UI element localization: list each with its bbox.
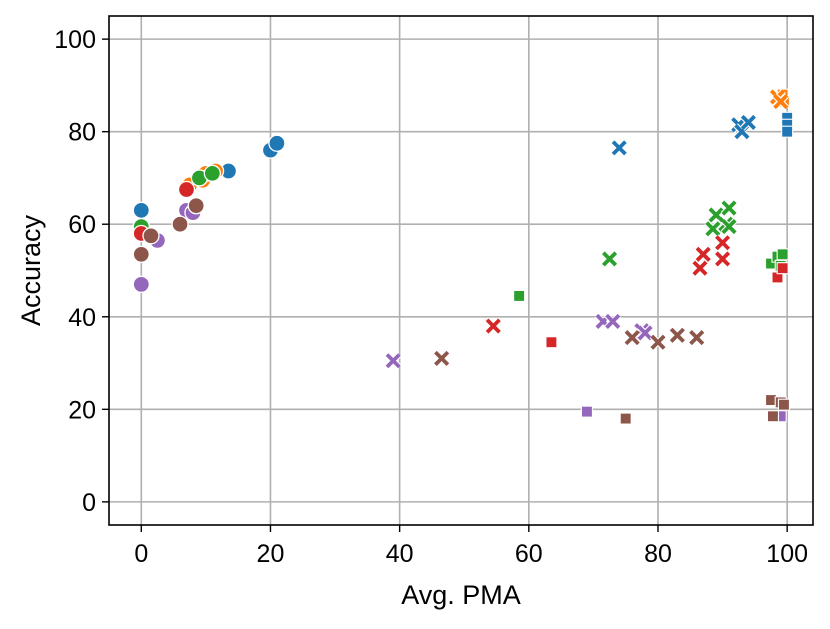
brown-x-point bbox=[688, 329, 706, 346]
brown-circle-point bbox=[171, 215, 189, 233]
purple-x-point bbox=[636, 324, 654, 342]
y-axis-label: Accuracy bbox=[16, 214, 46, 326]
y-tick-label: 60 bbox=[68, 211, 96, 239]
x-tick-label: 80 bbox=[644, 540, 672, 568]
green-square-point bbox=[776, 248, 789, 261]
green-circle-point bbox=[203, 164, 221, 182]
x-tick-label: 100 bbox=[766, 540, 808, 568]
blue-x-point bbox=[610, 139, 628, 157]
brown-square-point bbox=[619, 412, 632, 425]
purple-x-point bbox=[384, 352, 402, 370]
grid-lines bbox=[109, 16, 813, 525]
brown-x-point bbox=[669, 326, 686, 344]
green-x-point bbox=[601, 250, 618, 268]
brown-circle-point bbox=[142, 227, 160, 245]
blue-circle-point bbox=[268, 134, 286, 152]
red-x-point bbox=[714, 234, 731, 252]
x-tick-label: 20 bbox=[257, 540, 285, 568]
purple-square-point bbox=[580, 405, 593, 418]
y-tick-label: 20 bbox=[68, 396, 96, 424]
y-tick-label: 0 bbox=[82, 489, 96, 517]
axis-ticks: 0 20 40 60 80 100 0 20 40 60 80 100 bbox=[54, 26, 808, 568]
green-x-point bbox=[704, 220, 722, 238]
y-tick-label: 40 bbox=[68, 304, 96, 332]
brown-x-point bbox=[623, 329, 641, 346]
red-x-point bbox=[714, 250, 731, 268]
green-x-point bbox=[720, 199, 738, 217]
red-x-point bbox=[694, 245, 712, 263]
brown-square-point bbox=[777, 398, 790, 411]
x-tick-label: 40 bbox=[386, 540, 414, 568]
red-x-point bbox=[691, 259, 709, 277]
brown-x-point bbox=[649, 333, 667, 351]
brown-x-point bbox=[433, 350, 450, 367]
x-tick-label: 0 bbox=[134, 540, 148, 568]
brown-circle-point bbox=[132, 245, 150, 263]
x-axis-label: Avg. PMA bbox=[401, 580, 521, 610]
blue-x-point bbox=[740, 114, 757, 131]
blue-square-point bbox=[781, 125, 794, 138]
purple-circle-point bbox=[132, 275, 150, 294]
plot-frame bbox=[108, 15, 814, 526]
purple-x-point bbox=[604, 313, 622, 330]
red-circle-point bbox=[177, 180, 196, 199]
x-tick-label: 60 bbox=[515, 540, 543, 568]
red-square-point bbox=[776, 262, 789, 275]
orange-x-point bbox=[772, 93, 790, 110]
data-points bbox=[132, 88, 794, 425]
brown-square-point bbox=[766, 410, 780, 423]
y-tick-label: 80 bbox=[68, 119, 96, 147]
red-square-point bbox=[545, 336, 558, 349]
brown-circle-point bbox=[187, 197, 205, 215]
blue-circle-point bbox=[132, 201, 150, 219]
red-x-point bbox=[484, 317, 502, 335]
green-square-point bbox=[513, 289, 526, 303]
green-x-point bbox=[720, 218, 738, 235]
y-tick-label: 100 bbox=[54, 26, 96, 54]
